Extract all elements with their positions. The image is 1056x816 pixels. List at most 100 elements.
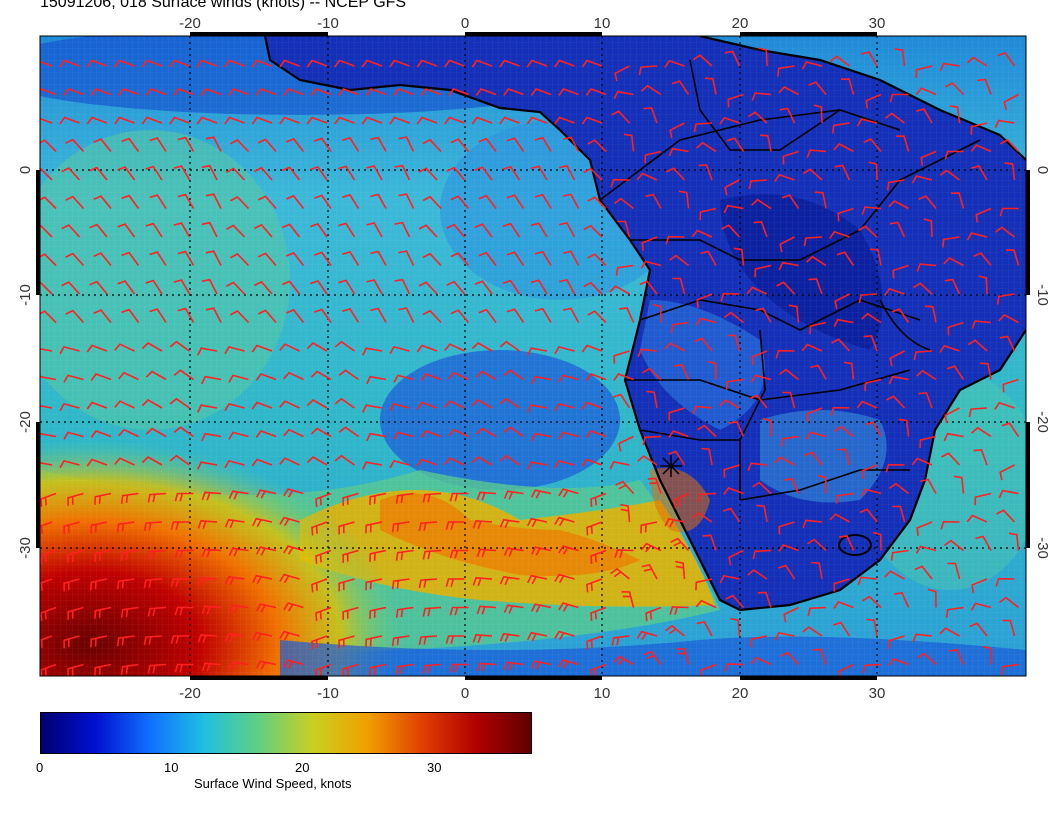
wind-barb xyxy=(310,370,332,381)
wind-barb xyxy=(446,166,466,181)
wind-barb xyxy=(90,635,108,648)
wind-barb xyxy=(872,531,882,551)
wind-barb xyxy=(833,143,854,153)
wind-barb xyxy=(61,167,81,181)
wind-barb xyxy=(251,517,273,528)
wind-barb xyxy=(587,196,607,210)
wind-barb xyxy=(65,309,85,324)
wind-barb xyxy=(971,578,988,593)
wind-barb xyxy=(884,112,905,124)
wind-barb xyxy=(40,117,53,124)
wind-barb xyxy=(727,93,744,108)
wind-barb xyxy=(891,308,910,323)
lon-tick-label: 20 xyxy=(732,15,749,32)
colorbar-tick-label: 30 xyxy=(427,760,442,775)
wind-barb xyxy=(613,350,630,364)
wind-barb xyxy=(779,107,796,124)
wind-barb xyxy=(918,392,933,409)
wind-barb xyxy=(943,257,964,267)
wind-barb xyxy=(978,275,988,295)
wind-barb xyxy=(478,308,497,323)
wind-barb xyxy=(251,344,273,353)
wind-barb xyxy=(835,492,854,504)
wind-barb xyxy=(969,622,988,637)
wind-barb xyxy=(1008,532,1020,551)
wind-barb xyxy=(93,309,112,324)
wind-barb xyxy=(311,578,328,593)
wind-barb xyxy=(449,606,469,616)
wind-barb xyxy=(747,569,768,580)
wind-barb xyxy=(834,425,854,438)
wind-barb xyxy=(833,601,854,609)
wind-barb xyxy=(391,578,410,590)
wind-barb xyxy=(257,309,277,324)
wind-barb xyxy=(696,293,713,308)
wind-barb xyxy=(554,116,575,125)
wind-barb xyxy=(196,116,218,125)
wind-barb xyxy=(314,194,332,209)
wind-barb xyxy=(422,663,442,674)
wind-barb xyxy=(334,116,355,125)
wind-barb xyxy=(40,224,53,238)
wind-barb xyxy=(279,516,300,527)
wind-barb xyxy=(230,310,250,324)
wind-barb xyxy=(915,545,937,554)
wind-barb xyxy=(121,137,140,152)
wind-barb xyxy=(502,279,521,295)
wind-barb xyxy=(450,252,470,267)
wind-barb xyxy=(728,549,744,566)
wind-barb xyxy=(474,280,493,295)
wind-barb xyxy=(395,663,414,675)
wind-barb xyxy=(780,435,799,447)
wind-barb xyxy=(587,139,607,153)
wind-barb xyxy=(807,606,827,617)
wind-barb xyxy=(722,507,741,523)
wind-barb xyxy=(668,407,685,421)
wind-barb xyxy=(40,281,53,295)
wind-barb xyxy=(228,661,249,671)
wind-barb xyxy=(894,48,906,67)
wind-barb xyxy=(253,223,273,238)
lon-tick-label: 0 xyxy=(461,685,469,700)
wind-barb xyxy=(590,492,607,507)
wind-barb xyxy=(861,51,878,67)
wind-barb xyxy=(342,492,359,506)
wind-barb xyxy=(755,307,772,323)
wind-barb xyxy=(503,369,524,381)
wind-barb xyxy=(94,549,112,562)
colorbar-tick-label: 20 xyxy=(295,760,310,775)
wind-barb xyxy=(946,365,965,380)
wind-barb xyxy=(971,320,992,329)
wind-barb xyxy=(306,399,328,409)
wind-barb xyxy=(1000,663,1019,675)
colorbar-tick-label: 10 xyxy=(164,760,179,775)
wind-barb xyxy=(640,542,662,553)
wind-barb xyxy=(449,663,469,673)
wind-barb xyxy=(945,82,965,96)
wind-barb xyxy=(645,193,662,209)
wind-barb xyxy=(943,432,964,442)
wind-barb xyxy=(701,447,713,466)
wind-barb xyxy=(694,337,713,352)
wind-barb xyxy=(40,405,53,409)
wind-barb xyxy=(230,196,250,210)
wind-barb xyxy=(999,207,1019,217)
wind-barb xyxy=(93,195,112,210)
wind-barb xyxy=(898,418,910,437)
wind-barb xyxy=(534,250,552,266)
wind-barb xyxy=(806,255,827,267)
wind-barb xyxy=(859,508,878,523)
lat-tick-label: -30 xyxy=(17,537,34,559)
wind-barb xyxy=(472,577,493,587)
wind-barb xyxy=(471,399,493,409)
wind-barb xyxy=(530,165,548,181)
wind-barb xyxy=(831,338,851,352)
wind-barb xyxy=(334,454,355,466)
wind-barb xyxy=(618,435,634,452)
lat-tick-label: -10 xyxy=(17,284,34,306)
wind-barb xyxy=(802,626,823,637)
wind-barb xyxy=(121,194,140,209)
wind-barb xyxy=(63,431,84,440)
wind-barb xyxy=(782,391,796,409)
wind-barb xyxy=(697,492,717,503)
